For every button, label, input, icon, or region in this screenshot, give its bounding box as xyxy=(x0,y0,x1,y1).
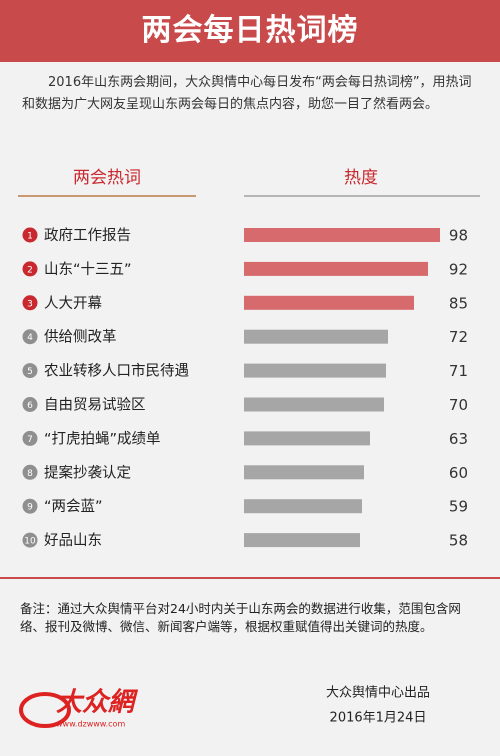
category-label: 人大开幕 xyxy=(44,295,102,312)
bar xyxy=(244,465,364,480)
rank-number: 1 xyxy=(27,232,33,242)
rank-number: 5 xyxy=(27,367,33,377)
value-label: 98 xyxy=(449,227,468,245)
value-label: 71 xyxy=(449,362,468,380)
bar xyxy=(244,261,428,276)
page-title: 两会每日热词榜 xyxy=(0,0,500,62)
category-label: 山东“十三五” xyxy=(44,261,132,278)
bar xyxy=(244,499,362,514)
value-label: 72 xyxy=(449,328,468,346)
rank-number: 8 xyxy=(27,469,33,479)
category-label: “打虎拍蝇”成绩单 xyxy=(44,430,161,447)
logo-text: 大众網 xyxy=(56,688,139,718)
rank-badge xyxy=(22,329,38,345)
rank-number: 3 xyxy=(27,299,33,309)
logo-swirl xyxy=(19,692,71,728)
bar xyxy=(244,533,360,548)
logo: 大众網 www.dzwww.com xyxy=(19,688,139,729)
value-label: 60 xyxy=(449,464,468,482)
intro-text: 2016年山东两会期间，大众舆情中心每日发布“两会每日热词榜”，用热词和数据为广… xyxy=(22,75,472,112)
rank-number: 7 xyxy=(27,435,33,445)
category-label: 提案抄袭认定 xyxy=(44,463,131,481)
rank-badge xyxy=(22,261,38,277)
date: 2016年1月24日 xyxy=(330,711,427,726)
bar xyxy=(244,397,384,412)
rank-badge xyxy=(22,363,38,379)
bar xyxy=(244,329,388,344)
category-label: 政府工作报告 xyxy=(44,227,131,244)
category-label: 农业转移人口市民待遇 xyxy=(44,363,189,380)
value-label: 58 xyxy=(449,532,468,550)
bar xyxy=(244,363,386,378)
rank-badge xyxy=(22,532,38,548)
rank-badge xyxy=(22,464,38,480)
logo-url: www.dzwww.com xyxy=(56,720,125,729)
footnote: 备注：通过大众舆情平台对24小时内关于山东两会的数据进行收集，范围包含网络、报刊… xyxy=(20,601,461,634)
value-label: 85 xyxy=(449,294,468,312)
rank-badge xyxy=(22,397,38,412)
rank-number: 2 xyxy=(27,265,33,275)
value-label: 59 xyxy=(449,498,468,516)
publisher: 大众舆情中心出品 xyxy=(326,686,430,701)
category-label: 好品山东 xyxy=(44,532,102,549)
bar xyxy=(244,295,414,310)
rank-badge xyxy=(22,227,38,243)
rank-number: 4 xyxy=(27,333,33,343)
rank-number: 10 xyxy=(24,537,36,547)
value-header: 热度 xyxy=(344,168,378,188)
category-header: 两会热词 xyxy=(73,168,141,188)
bar xyxy=(244,431,370,446)
rank-badge xyxy=(22,498,38,514)
bar xyxy=(244,228,440,242)
rank-badge xyxy=(22,295,38,311)
rank-number: 6 xyxy=(27,401,33,411)
category-label: 供给侧改革 xyxy=(44,329,117,346)
category-label: “两会蓝” xyxy=(44,498,103,515)
value-label: 63 xyxy=(449,430,468,448)
category-label: 自由贸易试验区 xyxy=(44,397,146,414)
rank-badge xyxy=(22,430,38,446)
value-label: 92 xyxy=(449,260,468,278)
rank-number: 9 xyxy=(27,503,33,513)
value-label: 70 xyxy=(449,396,468,414)
